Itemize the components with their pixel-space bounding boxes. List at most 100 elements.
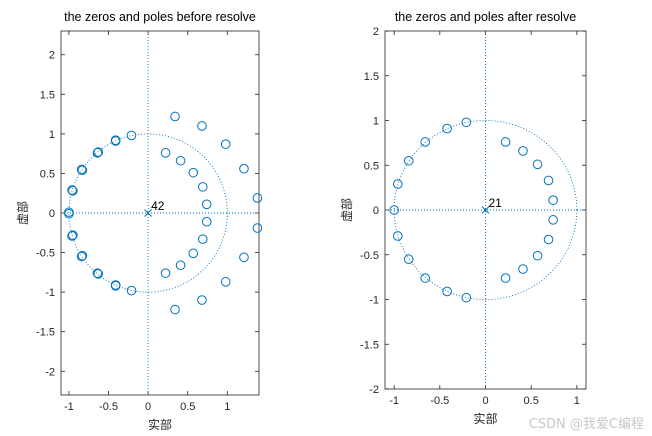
y-tick-label: -1	[45, 287, 55, 299]
y-tick-label: -2	[369, 384, 379, 396]
zero-marker	[239, 163, 249, 174]
pole-stroke-b	[481, 206, 490, 214]
x-tick-label: -1	[64, 401, 74, 413]
x-tick-label: -0.5	[430, 395, 449, 407]
zero-marker	[64, 208, 74, 219]
y-tick-label: 2	[49, 50, 55, 62]
zero-marker	[68, 186, 78, 196]
zero-marker	[392, 179, 403, 189]
x-tick-label: 1	[574, 395, 580, 407]
y-tick-label: 2	[373, 26, 379, 38]
zero-marker	[188, 167, 199, 178]
unit-circle	[68, 133, 228, 293]
y-tick-label: -0.5	[36, 248, 55, 260]
y-tick-label: -2	[45, 366, 55, 378]
y-tick-label: 1.5	[364, 71, 379, 83]
zero-marker	[252, 193, 263, 203]
zero-marker	[77, 250, 88, 261]
zero-marker	[67, 231, 77, 241]
zero-marker	[201, 216, 212, 227]
zero-marker	[77, 165, 88, 176]
zero-marker	[160, 148, 171, 158]
zero-marker	[67, 185, 77, 195]
plot-after-resolve: -1 -0.5 0 0.5 1 -2 -1.5 -1 -0.5 0 0.5 1 1.5 2 21 the ze…	[339, 10, 587, 426]
y-tick-label: 1	[49, 129, 55, 141]
pole-multiplicity-label: 42	[151, 199, 165, 213]
zero-marker	[518, 146, 528, 156]
y-tick-label: 0	[373, 205, 379, 217]
unit-circle	[393, 120, 578, 300]
zero-marker	[197, 121, 207, 131]
zero-marker	[197, 295, 207, 305]
y-tick-label: -1	[369, 295, 379, 307]
zero-marker	[461, 117, 472, 128]
zero-marker	[543, 234, 554, 245]
pole-stroke-b	[144, 209, 152, 217]
y-axis-label: 虚部	[339, 198, 354, 222]
zero-marker	[389, 205, 399, 215]
zero-marker	[420, 273, 431, 283]
zero-marker	[160, 268, 171, 278]
zero-marker	[201, 199, 212, 210]
zero-marker	[110, 281, 121, 291]
zero-marker	[175, 155, 186, 166]
y-tick-label: 0	[49, 208, 55, 220]
zero-marker	[500, 273, 511, 283]
zero-marker	[93, 147, 104, 157]
zero-marker	[548, 215, 558, 225]
x-tick-label: 0	[482, 395, 488, 407]
zero-marker	[110, 135, 121, 145]
zero-marker	[442, 286, 452, 297]
y-tick-label: 0.5	[364, 160, 379, 172]
x-axis-label: 实部	[148, 417, 172, 432]
zero-marker	[93, 269, 104, 279]
zero-marker	[188, 248, 199, 259]
x-tick-label: -1	[389, 395, 399, 407]
zero-marker	[220, 277, 231, 287]
y-axis-label: 虚部	[15, 201, 30, 225]
x-tick-label: 0.5	[524, 395, 539, 407]
zero-marker	[220, 139, 231, 149]
x-tick-label: 0.5	[180, 401, 195, 413]
zero-marker	[442, 123, 452, 134]
zero-marker	[92, 148, 103, 158]
y-tick-label: -1.5	[36, 327, 55, 339]
zero-marker	[518, 264, 528, 274]
zero-marker	[68, 230, 78, 240]
zero-marker	[170, 111, 180, 122]
y-tick-label: 1	[373, 116, 379, 128]
plot-before-resolve: -1 -0.5 0 0.5 1 -2 -1.5 -1 -0.5 0 0.5 1 1.5 2 42 the ze…	[15, 10, 263, 432]
zero-marker	[76, 164, 87, 175]
zero-marker	[403, 254, 414, 265]
pole-marker	[481, 206, 490, 214]
y-tick-label: -1.5	[360, 339, 379, 351]
zero-marker	[548, 195, 558, 205]
zero-marker	[170, 304, 180, 315]
zero-marker	[175, 260, 186, 271]
zero-marker	[532, 250, 543, 261]
x-tick-label: -0.5	[99, 401, 118, 413]
zero-marker	[126, 130, 137, 141]
x-tick-label: 0	[145, 401, 151, 413]
zero-marker	[461, 292, 472, 303]
pole-marker	[144, 209, 152, 217]
zero-marker	[500, 137, 511, 147]
zero-marker	[392, 231, 403, 241]
zero-marker	[239, 252, 249, 263]
plot-title: the zeros and poles before resolve	[64, 10, 256, 24]
y-tick-label: 0.5	[40, 168, 55, 180]
zero-marker	[543, 175, 554, 186]
plot-title: the zeros and poles after resolve	[395, 10, 576, 24]
zero-marker	[197, 182, 208, 192]
zero-marker	[76, 251, 87, 262]
zero-marker	[197, 234, 208, 244]
x-tick-label: 1	[224, 401, 230, 413]
pole-multiplicity-label: 21	[489, 196, 503, 210]
zero-marker	[420, 137, 431, 147]
y-tick-label: -0.5	[360, 250, 379, 262]
x-axis-label: 实部	[473, 411, 497, 426]
zero-marker	[126, 285, 137, 296]
zero-marker	[532, 159, 543, 170]
zero-marker	[92, 268, 103, 278]
